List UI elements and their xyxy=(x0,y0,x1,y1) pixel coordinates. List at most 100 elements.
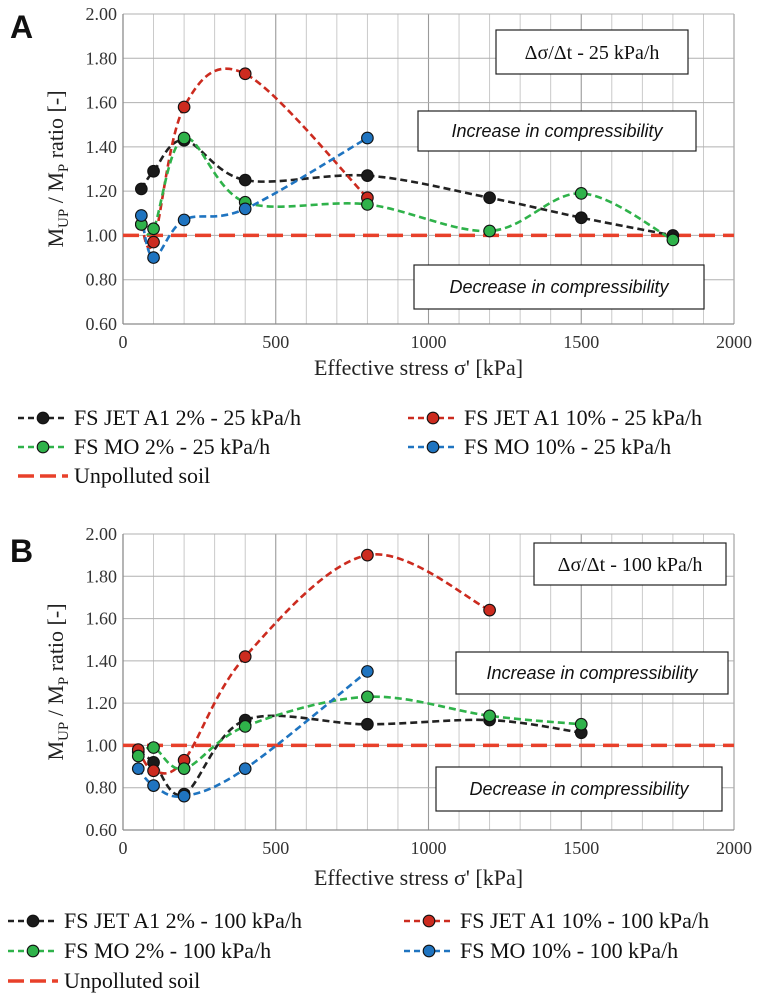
x-tick-label-b: 2000 xyxy=(716,838,752,858)
legend-label-reference-a: Unpolluted soil xyxy=(74,463,210,488)
legend-marker-a-1 xyxy=(426,411,440,425)
data-point-b-3 xyxy=(238,762,252,776)
data-point-a-3 xyxy=(238,202,252,216)
data-point-a-2 xyxy=(361,198,374,211)
legend-label-reference-b: Unpolluted soil xyxy=(64,968,200,993)
x-tick-label-a: 0 xyxy=(119,332,128,352)
panel-letter-a: A xyxy=(10,9,33,45)
x-tick-label-a: 500 xyxy=(262,332,289,352)
x-tick-label-b: 0 xyxy=(119,838,128,858)
panel-b: B 0.60 0.80 1.00 1.20 1.40 1.60 1.80 2.00 0 500 1… xyxy=(8,524,752,993)
legend-marker-a-0 xyxy=(36,411,50,425)
y-tick-label-b: 1.40 xyxy=(86,651,118,671)
data-point-b-3 xyxy=(147,779,160,792)
y-tick-label-b: 1.80 xyxy=(86,566,118,586)
legend-marker-b-2 xyxy=(26,944,40,958)
series-line-a-2 xyxy=(140,136,674,242)
data-point-a-0 xyxy=(574,211,588,225)
x-tick-label-a: 1500 xyxy=(563,332,599,352)
data-point-a-2 xyxy=(483,224,496,238)
legend-a: FS JET A1 2% - 25 kPa/h FS JET A1 10% - 2… xyxy=(18,405,702,488)
decrease-box-a: Decrease in compressibility xyxy=(413,264,705,310)
data-point-a-2 xyxy=(177,131,191,145)
data-point-b-2 xyxy=(177,762,191,776)
legend-label-b-0: FS JET A1 2% - 100 kPa/h xyxy=(64,908,302,933)
rate-label-b: Δσ/Δt - 100 kPa/h xyxy=(558,554,703,576)
x-tick-label-a: 1000 xyxy=(411,332,447,352)
data-point-b-2 xyxy=(238,720,252,733)
legend-label-a-0: FS JET A1 2% - 25 kPa/h xyxy=(74,405,301,430)
series-line-b-3 xyxy=(137,670,369,799)
y-tick-label-a: 0.60 xyxy=(86,314,118,334)
series-line-a-3 xyxy=(140,136,369,259)
increase-label-a: Increase in compressibility xyxy=(451,121,663,141)
data-point-a-2 xyxy=(666,233,680,247)
data-point-a-2 xyxy=(147,222,160,236)
legend-b: FS JET A1 2% - 100 kPa/h FS JET A1 10% - … xyxy=(8,908,709,993)
data-point-b-2 xyxy=(574,717,588,731)
series-b xyxy=(131,548,588,803)
data-point-a-0 xyxy=(361,169,374,182)
data-point-a-0 xyxy=(483,191,496,205)
data-point-a-3 xyxy=(361,131,374,145)
y-axis-label-b: MUP / MP ratio [-] xyxy=(43,603,72,760)
data-point-b-3 xyxy=(177,789,191,803)
x-tick-label-b: 1500 xyxy=(563,838,599,858)
decrease-label-a: Decrease in compressibility xyxy=(449,277,669,297)
y-axis-label-a: MUP / MP ratio [-] xyxy=(43,90,72,247)
y-tick-label-a: 1.60 xyxy=(86,93,118,113)
decrease-box-b: Decrease in compressibility xyxy=(435,766,723,812)
data-point-b-1 xyxy=(361,548,374,562)
x-tick-labels-b: 0 500 1000 1500 2000 xyxy=(119,838,753,858)
increase-box-b: Increase in compressibility xyxy=(455,651,729,695)
legend-marker-b-3 xyxy=(422,944,436,958)
rate-label-a: Δσ/Δt - 25 kPa/h xyxy=(525,42,660,64)
panel-a: A 0.60 0.80 1.00 1.20 1.40 1.60 1.80 2.00 0 500 1… xyxy=(10,4,752,488)
data-point-a-3 xyxy=(147,251,160,264)
series-line-a-0 xyxy=(140,138,674,237)
data-point-a-1 xyxy=(147,235,160,249)
y-tick-label-b: 1.00 xyxy=(86,735,118,755)
rate-box-b: Δσ/Δt - 100 kPa/h xyxy=(533,542,727,586)
y-tick-label-b: 1.20 xyxy=(86,693,118,713)
decrease-label-b: Decrease in compressibility xyxy=(469,779,689,799)
data-point-a-0 xyxy=(238,173,252,187)
y-tick-label-b: 0.60 xyxy=(86,820,118,840)
data-point-b-2 xyxy=(483,709,496,723)
series-line-a-1 xyxy=(140,67,369,250)
y-tick-label-b: 2.00 xyxy=(86,524,118,544)
legend-label-a-3: FS MO 10% - 25 kPa/h xyxy=(464,434,671,459)
data-point-b-2 xyxy=(131,749,145,763)
legend-label-b-2: FS MO 2% - 100 kPa/h xyxy=(64,938,271,963)
legend-marker-b-0 xyxy=(26,914,40,928)
data-point-b-1 xyxy=(147,764,160,778)
data-point-b-1 xyxy=(238,650,252,663)
rate-box-a: Δσ/Δt - 25 kPa/h xyxy=(495,29,689,75)
data-point-b-0 xyxy=(361,717,374,731)
data-point-b-2 xyxy=(147,741,160,754)
data-point-a-1 xyxy=(238,67,252,81)
data-point-b-3 xyxy=(361,665,374,678)
data-point-a-1 xyxy=(177,100,191,114)
y-tick-label-b: 1.60 xyxy=(86,609,118,629)
x-axis-label-b: Effective stress σ' [kPa] xyxy=(314,865,523,890)
panel-letter-b: B xyxy=(10,533,33,569)
y-tick-labels-a: 0.60 0.80 1.00 1.20 1.40 1.60 1.80 2.00 xyxy=(86,4,118,334)
y-tick-label-a: 0.80 xyxy=(86,270,118,290)
legend-marker-a-2 xyxy=(36,440,50,454)
data-point-b-3 xyxy=(131,762,145,776)
y-tick-label-a: 1.40 xyxy=(86,137,118,157)
series-line-b-2 xyxy=(137,695,582,771)
y-tick-label-a: 1.00 xyxy=(86,225,118,245)
y-tick-labels-b: 0.60 0.80 1.00 1.20 1.40 1.60 1.80 2.00 xyxy=(86,524,118,840)
data-point-b-2 xyxy=(361,690,374,704)
data-point-b-1 xyxy=(483,603,496,617)
x-tick-label-a: 2000 xyxy=(716,332,752,352)
series-line-b-1 xyxy=(137,553,491,775)
series-a xyxy=(134,67,680,264)
data-point-a-0 xyxy=(147,164,160,178)
x-tick-label-b: 500 xyxy=(262,838,289,858)
data-point-a-2 xyxy=(574,187,588,200)
y-tick-label-b: 0.80 xyxy=(86,778,118,798)
